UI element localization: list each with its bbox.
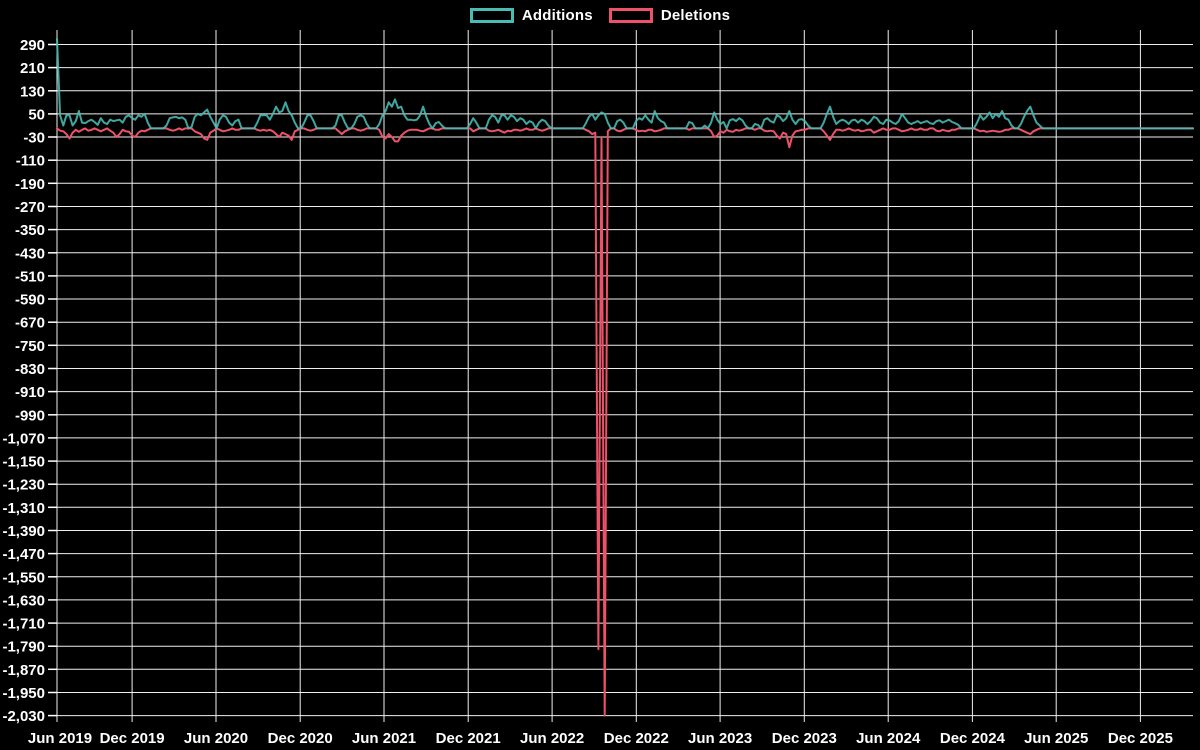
y-axis-label: -110 [16,153,45,170]
x-axis-label: Dec 2023 [772,730,837,747]
x-axis-label: Jun 2025 [1024,730,1088,747]
y-axis-label: -830 [15,361,45,378]
chart-legend: Additions Deletions [0,7,1200,24]
y-axis-label: -1,550 [2,569,45,586]
y-axis-label: 210 [20,60,45,77]
y-axis-label: -350 [15,222,45,239]
y-axis-label: -270 [15,199,45,216]
y-axis-label: -1,630 [2,592,45,609]
y-axis-label: -590 [15,292,45,309]
y-axis-label: -670 [15,315,45,332]
y-axis-label: -1,710 [2,616,45,633]
y-axis-label: -1,390 [2,523,45,540]
y-axis-label: -2,030 [2,708,45,725]
y-axis-label: -1,790 [2,639,45,656]
y-axis-label: -1,870 [2,662,45,679]
x-axis-label: Jun 2021 [352,730,416,747]
legend-label-deletions: Deletions [660,7,731,24]
y-axis-label: -750 [15,338,45,355]
y-axis-label: -1,310 [2,500,45,517]
y-axis-label: -30 [23,130,45,147]
y-axis-label: 290 [20,37,45,54]
y-axis-label: -910 [15,384,45,401]
x-axis-label: Dec 2021 [436,730,501,747]
y-axis-label: -1,230 [2,477,45,494]
y-axis-label: -1,150 [2,454,45,471]
y-axis-label: 130 [20,83,45,100]
legend-item-additions[interactable]: Additions [469,7,593,24]
deletions-line [56,127,1194,717]
x-axis-label: Dec 2025 [1108,730,1173,747]
additions-swatch [469,8,514,23]
y-axis-label: -990 [15,407,45,424]
legend-label-additions: Additions [521,7,593,24]
x-axis-label: Dec 2019 [100,730,165,747]
x-axis-label: Jun 2019 [28,730,92,747]
x-axis-label: Jun 2023 [688,730,752,747]
x-axis-label: Jun 2020 [184,730,248,747]
y-axis-label: -1,070 [2,430,45,447]
y-axis-label: -510 [15,268,45,285]
legend-item-deletions[interactable]: Deletions [608,7,731,24]
x-axis-label: Jun 2024 [856,730,921,747]
additions-line [56,37,1194,130]
x-axis-label: Dec 2022 [604,730,669,747]
deletions-swatch [608,8,653,23]
y-axis-label: -430 [15,245,45,262]
x-axis-label: Jun 2022 [520,730,584,747]
x-axis-label: Dec 2020 [268,730,333,747]
x-axis-label: Dec 2024 [940,730,1006,747]
y-axis-label: 50 [28,106,45,123]
y-axis-label: -1,950 [2,685,45,702]
y-axis-label: -1,470 [2,546,45,563]
y-axis-label: -190 [15,176,45,193]
